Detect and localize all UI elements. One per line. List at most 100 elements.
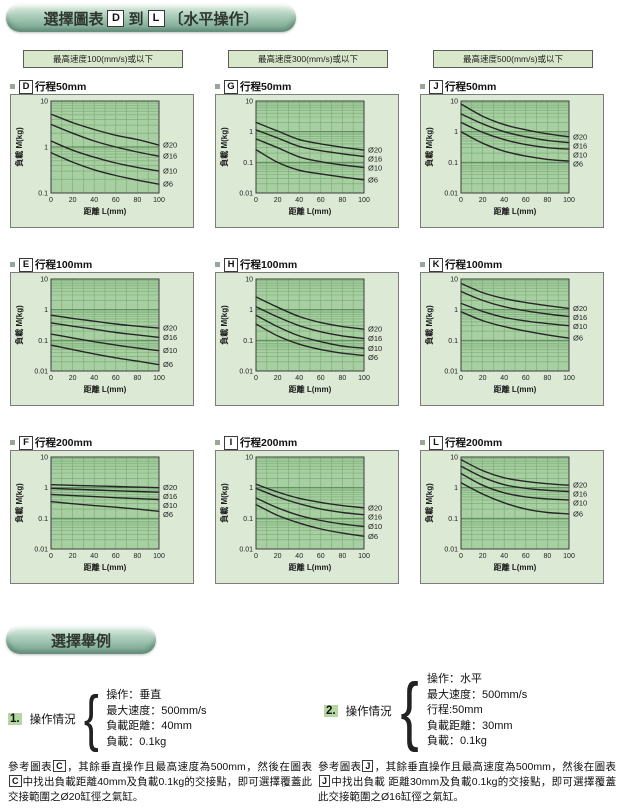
series-label: Ø20 <box>573 481 587 490</box>
curve-D-Ø10 <box>50 140 160 172</box>
y-tick-label: 1 <box>249 307 253 314</box>
series-label: Ø10 <box>573 499 587 508</box>
x-axis-label: 距離 L(mm) <box>84 384 127 394</box>
example-header-text: 選擇舉例 <box>50 632 111 650</box>
x-axis-label: 距離 L(mm) <box>289 562 332 572</box>
chart-title-E: E 行程100mm <box>10 257 194 272</box>
curve-L-Ø16 <box>460 465 570 493</box>
curve-I-Ø20 <box>255 483 365 509</box>
x-tick-label: 0 <box>459 375 463 382</box>
x-tick-label: 60 <box>522 197 530 204</box>
x-tick-label: 40 <box>90 375 98 382</box>
chart-title-I: I 行程200mm <box>215 435 399 450</box>
header-text-middle: 到 <box>128 10 144 28</box>
chart-D: Ø20 Ø16 Ø10 Ø6 10 1 0.10 20 40 60 80 100 距離 L(mm) 負載 … <box>14 99 177 217</box>
curve-L-Ø20 <box>460 458 570 486</box>
example-condition: 最大速度：500mm/s <box>426 688 528 701</box>
series-label: Ø6 <box>368 532 378 541</box>
y-tick-label: 0.1 <box>243 338 253 345</box>
x-tick-label: 40 <box>295 197 303 204</box>
x-axis-label: 距離 L(mm) <box>494 384 537 394</box>
series-label: Ø10 <box>368 522 382 531</box>
series-label: Ø16 <box>163 152 177 161</box>
series-label: Ø6 <box>573 334 583 343</box>
chart-cell-I: I 行程200mm Ø20 Ø16 Ø10 Ø6 10 1 0.1 0.01 0 20 40 60 80 10… <box>215 435 399 584</box>
y-tick-label: 1 <box>454 307 458 314</box>
bullet-square-icon <box>420 84 425 89</box>
y-axis-label: 負載 M(kg) <box>219 483 229 523</box>
series-label: Ø10 <box>163 167 177 176</box>
x-tick-label: 60 <box>317 197 325 204</box>
series-label: Ø20 <box>163 483 177 492</box>
header-text-suffix: 〔水平操作〕 <box>168 10 259 28</box>
y-tick-label: 10 <box>40 455 48 462</box>
chart-title-J: J 行程50mm <box>420 79 604 94</box>
x-tick-label: 0 <box>459 197 463 204</box>
bullet-square-icon <box>420 262 425 267</box>
x-tick-label: 20 <box>479 553 487 560</box>
example-conditions-list: 操作：水平 最大速度：500mm/s 行程:50mm 負載距離：30mm 負載：0.1k… <box>427 672 527 750</box>
header-chart-letter-l: L <box>147 9 165 27</box>
series-label: Ø10 <box>163 501 177 510</box>
y-axis-label: 負載 M(kg) <box>219 127 229 167</box>
x-axis-label: 距離 L(mm) <box>84 206 127 216</box>
chart-title-L: L 行程200mm <box>420 435 604 450</box>
chart-title-H: H 行程100mm <box>215 257 399 272</box>
curve-J-Ø6 <box>460 131 570 162</box>
x-tick-label: 80 <box>339 375 347 382</box>
curve-I-Ø6 <box>255 503 365 537</box>
x-tick-label: 60 <box>112 553 120 560</box>
chart-box-D: Ø20 Ø16 Ø10 Ø6 10 1 0.1 0 20 40 60 80 100 距離 L(mm) 負載 … <box>10 94 194 228</box>
curve-J-Ø20 <box>460 103 570 138</box>
chart-cell-G: G 行程50mm Ø20 Ø16 Ø10 Ø6 10 1 0.1 0.01 0 20 40 60 80 100… <box>215 79 399 228</box>
chart-title-F: F 行程200mm <box>10 435 194 450</box>
curve-H-Ø6 <box>255 323 365 357</box>
chart-cell-D: D 行程50mm Ø20 Ø16 Ø10 Ø6 10 1 0.1 0 20 40 60 80 100 距離 L… <box>10 79 194 228</box>
curve-E-Ø16 <box>50 322 160 339</box>
paragraph-text: 中找出負載距離40mm及負載0.1kg的交接點，即可選擇覆蓋此交接範圍之Ø20缸… <box>8 776 312 803</box>
y-axis-label: 負載 M(kg) <box>14 127 24 167</box>
x-tick-label: 60 <box>317 375 325 382</box>
curve-K-Ø10 <box>460 302 570 327</box>
chart-title-text: 行程200mm <box>445 437 503 449</box>
chart-title-text: 行程100mm <box>35 259 93 271</box>
curve-H-Ø10 <box>255 314 365 349</box>
series-label: Ø16 <box>163 492 177 501</box>
y-axis-label: 負載 M(kg) <box>424 305 434 345</box>
y-tick-label: 0.1 <box>448 516 458 523</box>
chart-title-K: K 行程100mm <box>420 257 604 272</box>
x-axis-label: 距離 L(mm) <box>494 206 537 216</box>
bullet-square-icon <box>215 262 220 267</box>
example-condition: 負載：0.1kg <box>426 735 487 747</box>
curve-K-Ø20 <box>460 282 570 310</box>
x-tick-label: 40 <box>295 375 303 382</box>
x-tick-label: 100 <box>153 197 165 204</box>
chart-letter-ref: C <box>53 760 66 772</box>
header-chart-letter-d: D <box>107 9 125 27</box>
x-tick-label: 0 <box>459 553 463 560</box>
x-axis-label: 距離 L(mm) <box>494 562 537 572</box>
y-tick-label: 0.01 <box>239 547 253 554</box>
example-condition: 最大速度：500mm/s <box>106 704 207 717</box>
series-label: Ø10 <box>368 344 382 353</box>
x-tick-label: 80 <box>134 553 142 560</box>
curve-E-Ø10 <box>50 333 160 352</box>
series-label: Ø6 <box>368 353 378 362</box>
paragraph-text: 參考圖表 <box>318 761 362 773</box>
paragraph-1: 參考圖表 C ，其餘垂直操作且最高速度為500mm，然後在圖表C 中找出負載距離40m… <box>8 760 312 805</box>
x-tick-label: 100 <box>358 197 370 204</box>
x-tick-label: 60 <box>112 197 120 204</box>
chart-box-G: Ø20 Ø16 Ø10 Ø6 10 1 0.1 0.01 0 20 40 60 80 100 距離 L(mm… <box>215 94 399 228</box>
y-tick-label: 0.1 <box>38 191 48 198</box>
example-condition: 負載：0.1kg <box>106 735 167 748</box>
x-tick-label: 40 <box>295 553 303 560</box>
series-label: Ø20 <box>368 146 382 155</box>
chart-letter-box-H: H <box>224 257 238 272</box>
chart-letter-ref: J <box>319 775 331 787</box>
y-axis-label: 負載 M(kg) <box>424 127 434 167</box>
curve-H-Ø16 <box>255 306 365 340</box>
x-tick-label: 100 <box>153 553 165 560</box>
series-label: Ø6 <box>163 510 173 519</box>
